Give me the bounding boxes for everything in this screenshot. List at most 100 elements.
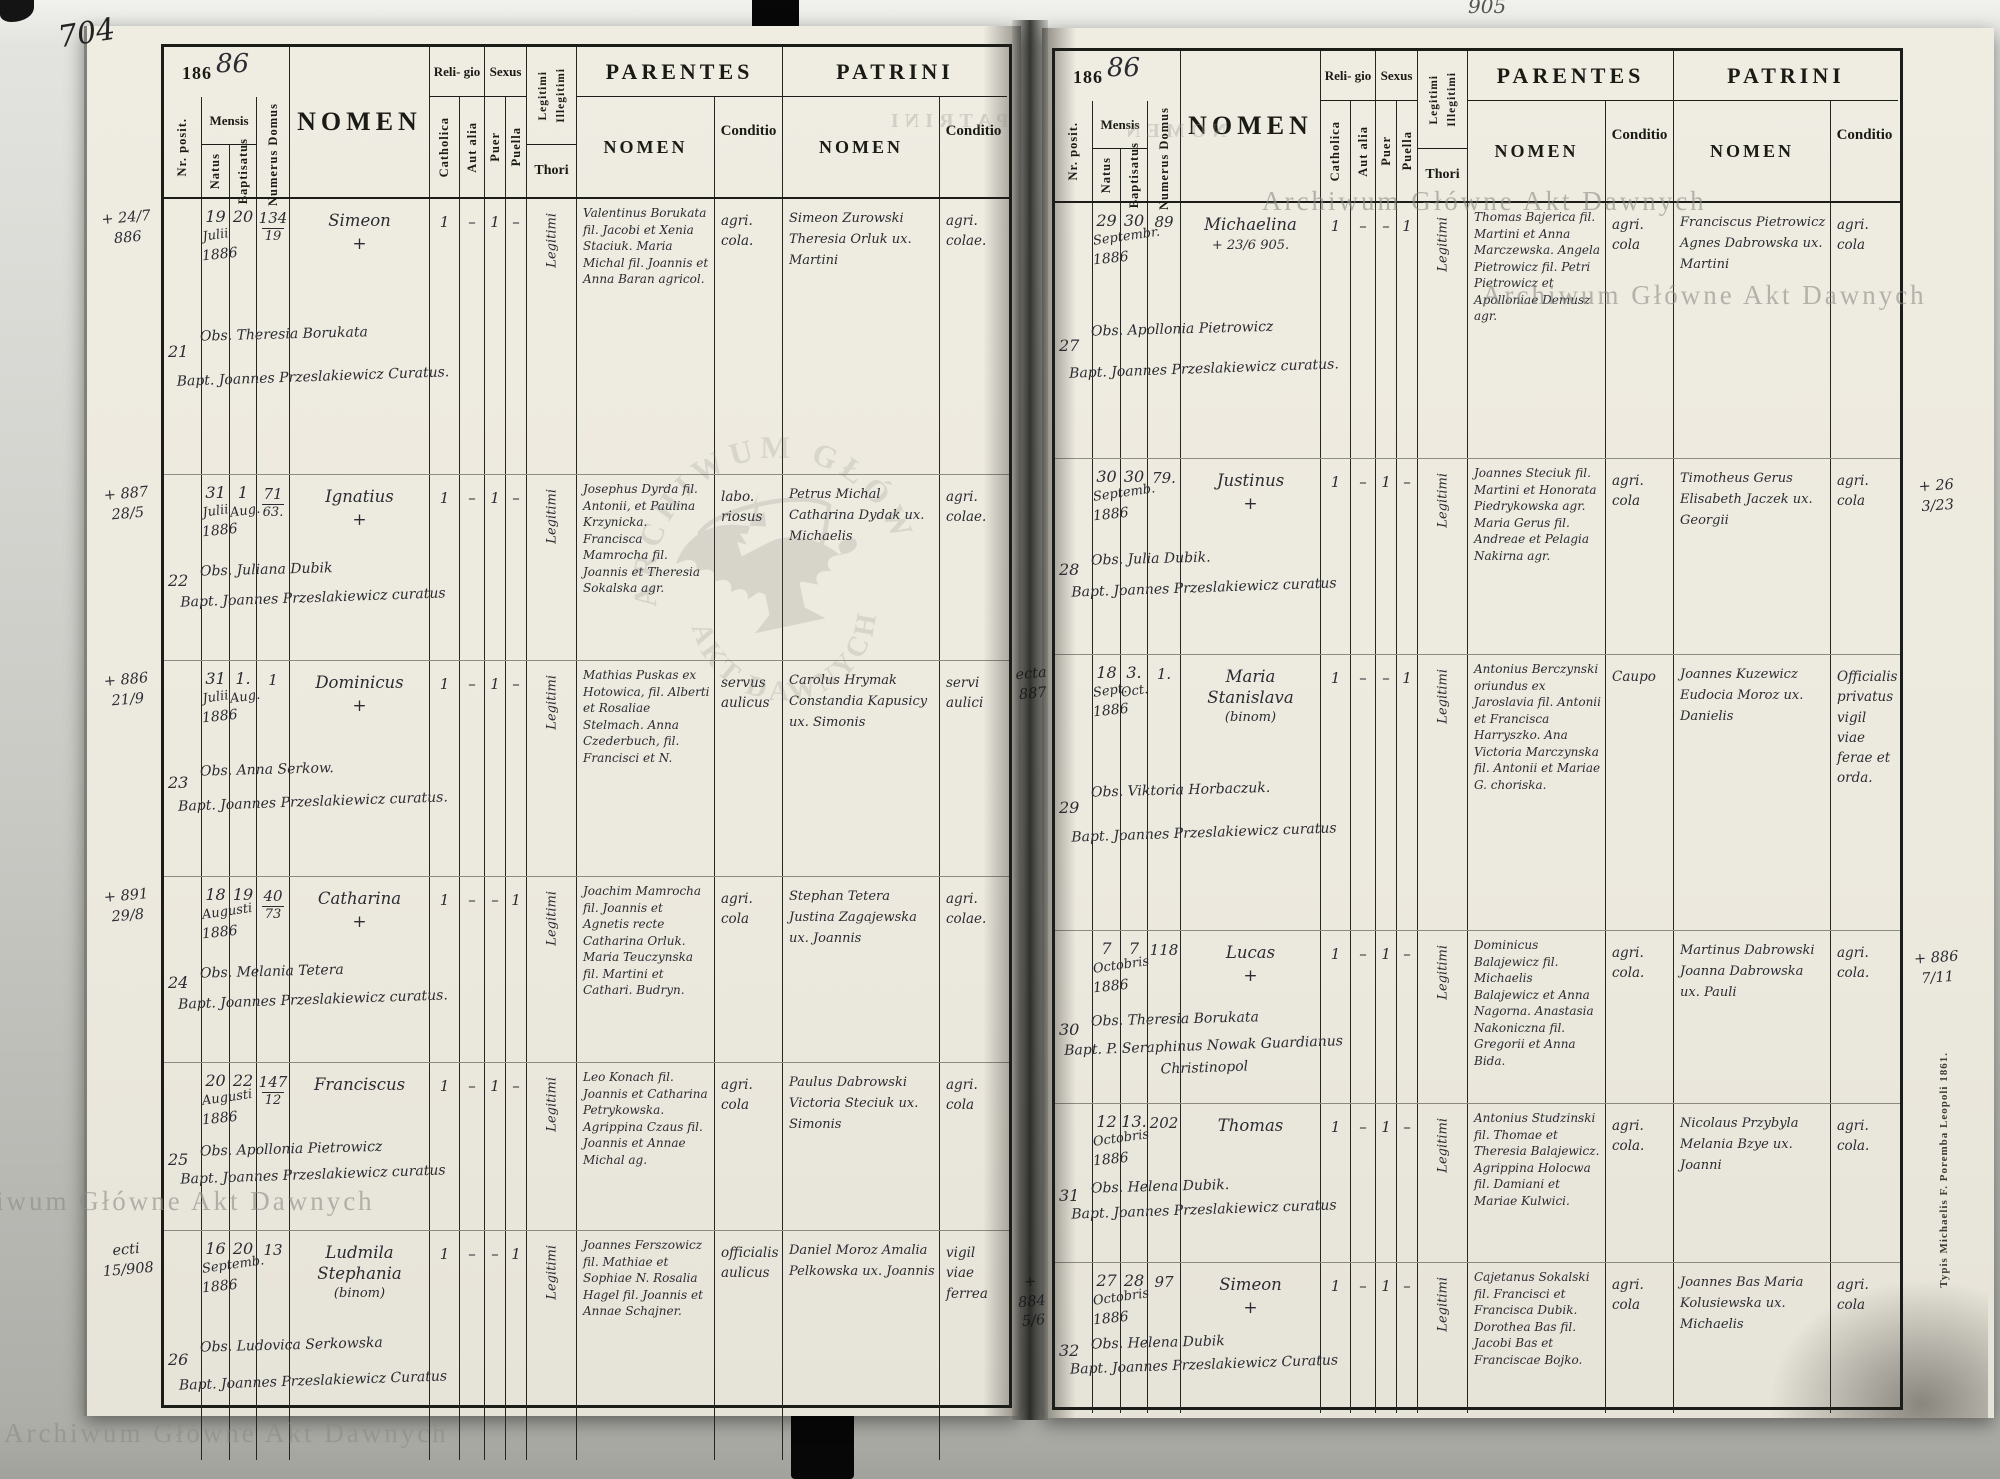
margin-note-left: + 891 29/8 [103,886,149,925]
child-name: Catharina [317,889,402,908]
cell-patrini-conditio: agri. cola [939,1063,1007,1230]
name-note: (binom) [1224,710,1277,726]
parents-condition: agri. cola [721,891,753,928]
record-number: 29 [1059,798,1080,817]
cell-catholica: 1 [429,877,459,1062]
baptisatus-month [230,1258,256,1262]
cell-catholica: 1 [1320,931,1350,1103]
cell-baptisatus: 3. Oct. [1120,655,1149,930]
house-number: 89 [1154,213,1174,231]
house-number: 1 [268,671,278,689]
year: 1886 [1092,504,1130,525]
col-header-parentes-nomen: NOMEN [1467,101,1605,201]
natus-day: 30 [1096,467,1117,486]
baptisatus-day: 30 [1123,467,1145,486]
cell-puer: – [1375,203,1396,458]
cell-puella: – [505,475,526,660]
child-name: Justinus [1216,471,1285,490]
natus-day: 31 [205,483,226,502]
cell-baptisatus: 28 [1120,1263,1147,1413]
cell-patrini-nomen: Carolus Hrymak Constandia Kapusicy ux. S… [782,661,939,876]
section-header-parentes: PARENTES [1467,51,1673,101]
cell-puella: – [505,199,526,474]
godparents-condition: Officialis privatus vigil viae ferae et … [1837,669,1898,787]
cell-parentes-conditio: agri. cola [714,1063,782,1230]
house-number: 71 [263,485,283,503]
col-header-parentes-conditio: Conditio [1605,101,1673,201]
year: 1886 [201,1276,239,1297]
record-number: 24 [168,973,189,993]
cell-catholica: 1 [429,1063,459,1230]
col-header-patrini-nomen: NOMEN [1673,101,1830,201]
margin-note-right: + 886 7/11 [1913,948,1959,987]
parents-condition: agri. cola [1612,217,1644,254]
thori-entry: Legitimi [544,1245,559,1300]
register-page-left: 186 86 Nr. posit. Mensis Natus Baptisatu… [84,26,1021,1460]
parents-condition: officialis aulicus [721,1245,779,1282]
col-header-mensis: Mensis [1092,101,1147,149]
archive-watermark-text: Archiwum Główne Akt Dawnych [4,1418,449,1448]
cell-thori: Legitimi [526,1063,576,1230]
godparents-entry: Martinus Dabrowski Joanna Dabrowska ux. … [1680,943,1815,1000]
cell-patrini-conditio: agri. cola. [1830,931,1898,1103]
cell-parentes-nomen: Josephus Dyrda fil. Antonii, et Paulina … [576,475,714,660]
cell-numerus-domus: 118 [1147,931,1180,1103]
cell-puella: – [1396,931,1417,1103]
corner-mark [0,0,34,22]
cell-parentes-conditio: servus aulicus [714,661,782,876]
cell-baptisatus: 13. [1120,1104,1147,1262]
cell-baptisatus: 1 Aug. [229,475,261,660]
col-header-puer: Puer [1375,101,1396,201]
parents-entry: Joachim Mamrocha fil. Joannis et Agnetis… [583,884,702,998]
house-number-alt: 63. [262,504,284,520]
death-cross: + [352,695,367,716]
death-cross: + [1243,965,1258,986]
death-cross: + [1243,493,1258,514]
cell-parentes-nomen: Valentinus Borukata fil. Jacobi et Xenia… [576,199,714,474]
cell-puer: 1 [484,475,505,660]
baptisatus-month [230,904,256,908]
cell-parentes-nomen: Antonius Studzinski fil. Thomae et There… [1467,1104,1605,1262]
cell-catholica: 1 [429,1231,459,1460]
col-header-nomen: NOMEN [1180,51,1320,201]
death-cross: + [352,233,367,254]
col-header-nomen: NOMEN [289,47,429,197]
cell-aut-alia: – [1350,203,1375,458]
child-name: Simeon [1219,1275,1282,1294]
cell-puella: – [1396,1263,1417,1413]
cell-puer: 1 [1375,1263,1396,1413]
cell-puella: 1 [1396,655,1417,930]
cell-numerus-domus: 40 73 [256,877,289,1062]
printed-year: 186 [182,63,212,83]
month: Septemb. [201,1253,266,1277]
thori-entry: Legitimi [544,675,559,730]
col-header-puer: Puer [484,97,505,197]
cell-nomen: Thomas [1180,1104,1320,1262]
cell-thori: Legitimi [526,1231,576,1460]
house-number: 79. [1152,469,1176,487]
month: Sept. [1092,681,1129,701]
baptisatus-month [1121,958,1147,962]
parents-entry: Joannes Steciuk fil. Martini et Honorata… [1474,466,1597,563]
year-cell: 186 86 [164,47,289,97]
baptisatus-day: 3. [1126,663,1142,682]
year-cell: 186 86 [1055,51,1180,101]
col-header-catholica: Catholica [429,97,459,197]
cell-patrini-nomen: Paulus Dabrowski Victoria Steciuk ux. Si… [782,1063,939,1230]
house-number: 147 [258,1073,288,1091]
col-header-parentes-nomen: NOMEN [576,97,714,197]
cell-aut-alia: – [1350,459,1375,654]
baptism-record-row: 23 31 Julii 1886 1. Aug. 1 [103,660,1009,876]
month: Augusti [201,1086,254,1109]
cell-aut-alia: – [1350,1104,1375,1262]
thori-entry: Legitimi [1435,1277,1450,1332]
parents-condition: Caupo [1612,669,1656,685]
natus-day: 12 [1096,1112,1117,1131]
col-header-religio: Reli- gio [429,47,484,97]
col-header-patrini-nomen: NOMEN [782,97,939,197]
paper-stain [1768,1278,1988,1418]
cell-aut-alia: – [459,1063,484,1230]
record-number: 28 [1059,560,1080,580]
godparents-entry: Paulus Dabrowski Victoria Steciuk ux. Si… [789,1075,919,1132]
